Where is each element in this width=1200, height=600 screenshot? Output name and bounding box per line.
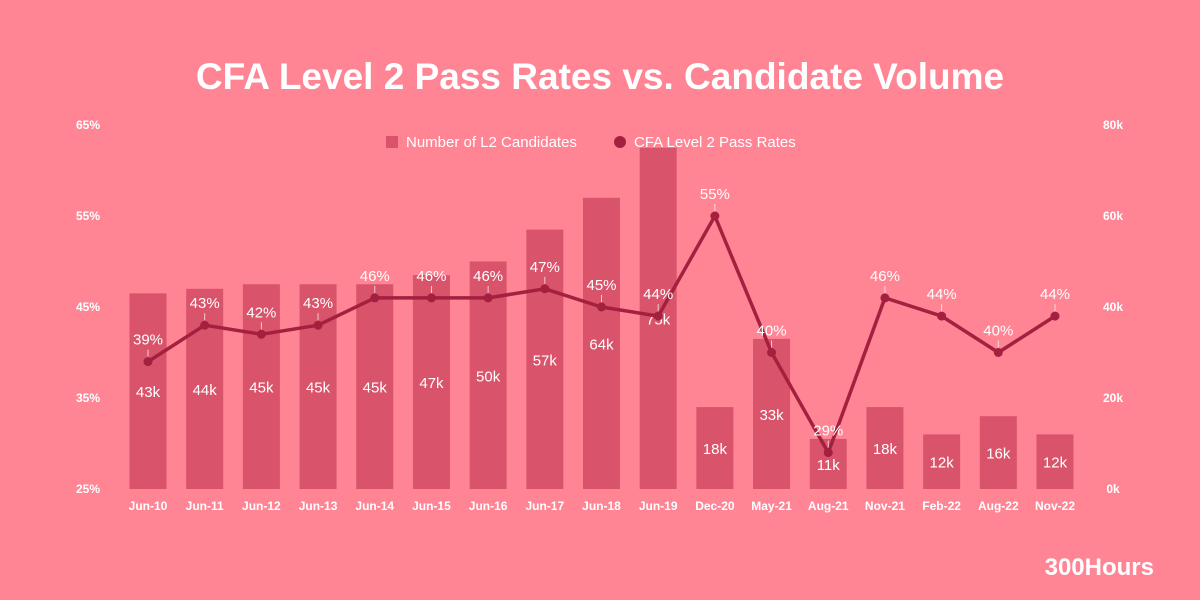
bar-data-label: 64k [589,336,614,353]
line-point [540,284,550,294]
x-axis-tick: Aug-22 [978,499,1019,513]
line-data-label: 44% [1040,286,1070,303]
line-point [993,348,1003,357]
line-data-label: 39% [133,332,163,349]
line-data-label: 46% [870,268,900,285]
bar [696,407,734,489]
line-point [1050,311,1060,321]
line-point [710,211,720,221]
left-axis-tick: 35% [76,391,100,405]
line-point [597,302,606,312]
right-axis-tick: 40k [1103,300,1123,314]
right-axis-tick: 0k [1106,482,1120,496]
line-data-label: 40% [757,323,787,340]
line-point [370,293,380,303]
bar [412,275,450,489]
bar [356,284,394,489]
x-axis-tick: Jun-11 [186,499,224,513]
line-point [143,357,153,367]
x-axis-tick: Feb-22 [922,499,961,513]
brand-logo: 300Hours [1044,554,1154,581]
legend-label: Number of L2 Candidates [406,134,577,151]
x-axis-tick: May-21 [751,499,792,513]
bar-data-label: 43k [136,384,161,401]
bar-data-label: 45k [249,380,274,397]
bar [1036,434,1074,489]
line-point [313,320,323,330]
right-axis-tick: 60k [1103,209,1123,223]
bar [129,293,167,489]
bar-data-label: 45k [363,380,388,397]
left-axis-tick: 55% [76,209,100,223]
chart-title: CFA Level 2 Pass Rates vs. Candidate Vol… [195,56,1005,97]
bar-data-label: 33k [759,407,784,424]
left-axis-tick: 45% [76,300,100,314]
x-axis-tick: Jun-14 [355,499,394,513]
line-data-label: 44% [643,286,673,303]
bar-data-label: 57k [533,352,558,369]
x-axis-tick: Nov-21 [865,499,905,513]
line-data-label: 46% [360,268,390,285]
x-axis-tick: Aug-21 [808,499,849,513]
line-data-label: 43% [190,295,220,312]
line-data-label: 40% [983,323,1013,340]
x-axis-tick: Nov-22 [1035,499,1075,513]
legend-line-swatch [614,136,626,148]
line-data-label: 42% [246,304,276,321]
line-point [426,293,436,303]
left-axis-tick: 25% [76,482,100,496]
x-axis-tick: Jun-15 [412,499,451,513]
x-axis-tick: Jun-18 [582,499,621,513]
line-data-label: 29% [813,423,843,440]
x-axis-tick: Jun-12 [242,499,281,513]
bar [242,284,280,489]
x-axis-tick: Jun-19 [639,499,678,513]
bar-data-label: 18k [873,441,898,458]
line-data-label: 55% [700,186,730,203]
line-point [823,448,833,458]
line-point [767,348,777,357]
x-axis-tick: Jun-10 [129,499,168,513]
line-data-label: 46% [416,268,446,285]
bar [866,407,904,489]
bar-data-label: 11k [817,457,841,474]
line-data-label: 45% [586,277,616,294]
line-point [200,320,210,330]
line-point [937,311,947,321]
right-axis-tick: 80k [1103,118,1123,132]
bar-data-label: 44k [193,382,218,399]
line-point [653,311,663,321]
x-axis-tick: Jun-13 [299,499,338,513]
bar [526,229,564,489]
bar [979,416,1017,489]
bar-data-label: 18k [703,441,728,458]
line-data-label: 46% [473,268,503,285]
line-data-label: 47% [530,259,560,276]
bar-data-label: 50k [476,368,501,385]
line-data-label: 43% [303,295,333,312]
x-axis-tick: Jun-17 [525,499,564,513]
bar-data-label: 16k [986,446,1011,463]
bar [753,338,791,489]
bar-data-label: 12k [930,455,955,472]
bar-data-label: 47k [419,375,444,392]
line-point [483,293,493,303]
line-point [256,329,266,339]
bar [583,197,620,490]
line-data-label: 44% [927,286,957,303]
legend-label: CFA Level 2 Pass Rates [634,134,796,151]
line-point [880,293,890,303]
bar [923,434,961,489]
right-axis-tick: 20k [1103,391,1123,405]
bar-data-label: 12k [1043,455,1068,472]
x-axis-tick: Dec-20 [695,499,735,513]
x-axis-tick: Jun-16 [469,499,508,513]
bar-data-label: 45k [306,380,331,397]
legend-bar-swatch [386,136,398,148]
left-axis-tick: 65% [76,118,100,132]
